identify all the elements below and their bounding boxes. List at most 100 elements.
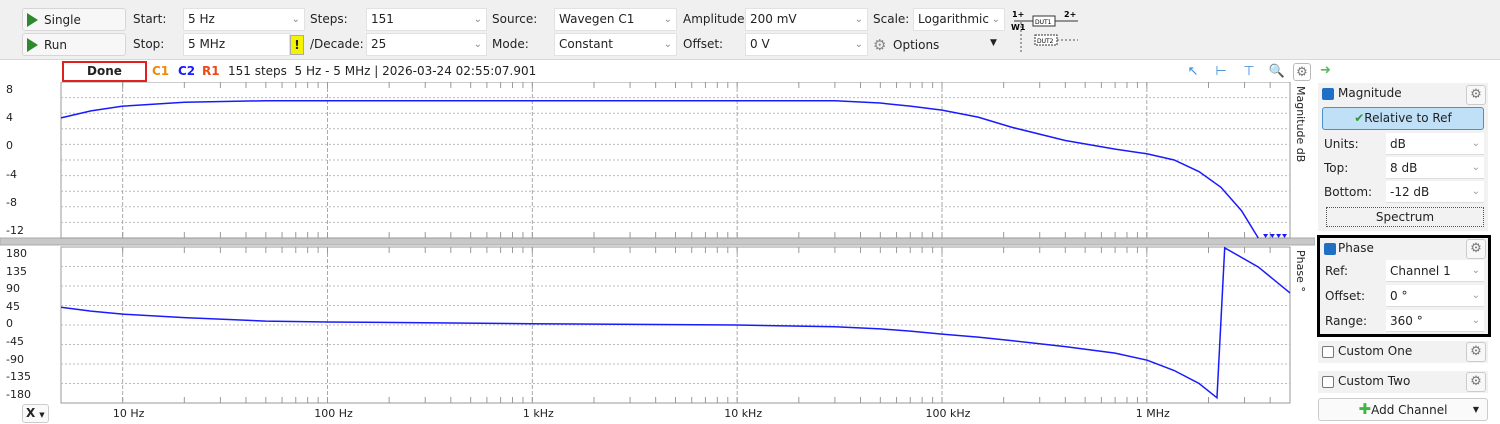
clip-marker bbox=[1269, 234, 1275, 238]
stop-value: 5 MHz bbox=[188, 37, 226, 51]
phase-tick-label: -45 bbox=[6, 335, 24, 348]
dropdown-arrow-icon: ▼ bbox=[990, 38, 997, 48]
scale-label: Scale: bbox=[873, 12, 910, 26]
offset-value: 0 V bbox=[750, 37, 770, 51]
start-field[interactable]: 5 Hz ⌄ bbox=[183, 8, 305, 31]
single-label: Single bbox=[44, 12, 81, 27]
magnitude-checkbox[interactable] bbox=[1322, 88, 1334, 100]
status-done: Done bbox=[62, 61, 147, 82]
custom-one-checkbox[interactable] bbox=[1322, 346, 1334, 358]
magnitude-section: Magnitude ⚙ ✔Relative to Ref Units: dB ⌄ … bbox=[1318, 83, 1488, 231]
source-label: Source: bbox=[492, 12, 538, 26]
options-button[interactable]: ⚙ Options ▼ bbox=[873, 34, 1003, 56]
scale-select[interactable]: Logarithmic ⌄ bbox=[913, 8, 1005, 31]
dut-diagram: 1+ W1 DUT1 2+ DUT2 bbox=[1011, 10, 1078, 53]
chevron-down-icon: ⌄ bbox=[473, 39, 482, 50]
vertical-cursor-icon[interactable]: ⊤ bbox=[1243, 64, 1255, 79]
offset-field[interactable]: 0 V ⌄ bbox=[745, 33, 868, 56]
arrow-right-icon[interactable]: ➜ bbox=[1320, 63, 1331, 78]
chevron-down-icon: ⌄ bbox=[854, 14, 863, 25]
status-bar: Done C1 C2 R1 151 steps 5 Hz - 5 MHz | 2… bbox=[0, 61, 1315, 82]
dropdown-arrow-icon: ▼ bbox=[1472, 405, 1479, 414]
chevron-down-icon: ⌄ bbox=[291, 14, 300, 25]
range-select[interactable]: 360 ° ⌄ bbox=[1386, 310, 1484, 332]
plus-icon: ✚ bbox=[1358, 400, 1372, 418]
amplitude-value: 200 mV bbox=[750, 12, 797, 26]
units-select[interactable]: dB ⌄ bbox=[1386, 133, 1484, 155]
magnitude-tick-label: 0 bbox=[6, 139, 13, 153]
amplitude-field[interactable]: 200 mV ⌄ bbox=[745, 8, 868, 31]
stop-field[interactable]: 5 MHz bbox=[183, 33, 290, 56]
steps-field[interactable]: 151 ⌄ bbox=[366, 8, 487, 31]
channel-c2-toggle[interactable]: C2 bbox=[178, 64, 196, 78]
bottom-select[interactable]: -12 dB ⌄ bbox=[1386, 181, 1484, 203]
custom-two-section: Custom Two ⚙ bbox=[1318, 371, 1488, 393]
x-tick-label: 100 kHz bbox=[925, 407, 971, 420]
ref-select[interactable]: Channel 1 ⌄ bbox=[1386, 260, 1484, 282]
mode-select[interactable]: Constant ⌄ bbox=[554, 33, 677, 56]
units-value: dB bbox=[1390, 137, 1406, 151]
steps-value: 151 bbox=[371, 12, 394, 26]
gear-icon: ⚙ bbox=[873, 36, 887, 54]
gear-icon[interactable]: ⚙ bbox=[1466, 239, 1486, 259]
top-select[interactable]: 8 dB ⌄ bbox=[1386, 157, 1484, 179]
status-info: 151 steps 5 Hz - 5 MHz | 2026-03-24 02:5… bbox=[228, 64, 537, 78]
gear-icon[interactable]: ⚙ bbox=[1466, 372, 1486, 392]
diagram-dut2-label: DUT2 bbox=[1037, 38, 1054, 45]
phase-tick-label: -90 bbox=[6, 352, 24, 366]
magnitude-title: Magnitude bbox=[1338, 86, 1402, 100]
phase-tick-label: 0 bbox=[6, 317, 13, 331]
magnitude-tick-label: -12 bbox=[6, 224, 24, 237]
range-value: 360 ° bbox=[1390, 314, 1423, 328]
bottom-value: -12 dB bbox=[1390, 185, 1430, 199]
phase-offset-select[interactable]: 0 ° ⌄ bbox=[1386, 285, 1484, 307]
diagram-out-label: 2+ bbox=[1064, 10, 1076, 19]
spectrum-button[interactable]: Spectrum bbox=[1326, 207, 1484, 227]
phase-checkbox[interactable] bbox=[1324, 243, 1336, 255]
source-select[interactable]: Wavegen C1 ⌄ bbox=[554, 8, 677, 31]
start-label: Start: bbox=[133, 12, 167, 26]
play-single-icon bbox=[27, 12, 38, 27]
run-label: Run bbox=[44, 37, 68, 52]
x-tick-label: 1 MHz bbox=[1135, 407, 1170, 420]
cursor-icon[interactable]: ↖ bbox=[1187, 64, 1199, 79]
horizontal-cursor-icon[interactable]: ⊢ bbox=[1215, 64, 1227, 79]
decade-field[interactable]: 25 ⌄ bbox=[366, 33, 487, 56]
magnitude-tick-label: 8 bbox=[6, 83, 13, 96]
relative-to-ref-button[interactable]: ✔Relative to Ref bbox=[1322, 107, 1484, 130]
chevron-down-icon: ⌄ bbox=[991, 14, 1000, 25]
channel-c1-toggle[interactable]: C1 bbox=[152, 64, 170, 78]
bode-plot[interactable] bbox=[0, 82, 1315, 424]
source-value: Wavegen C1 bbox=[559, 12, 635, 26]
add-channel-button[interactable]: ✚Add Channel ▼ bbox=[1318, 398, 1488, 421]
single-button[interactable]: Single bbox=[22, 8, 126, 31]
options-label: Options bbox=[893, 38, 940, 52]
chevron-down-icon: ⌄ bbox=[473, 14, 482, 25]
toolbar: Single Run Start: 5 Hz ⌄ Stop: 5 MHz ! St… bbox=[0, 0, 1500, 60]
custom-two-label: Custom Two bbox=[1338, 374, 1411, 388]
clip-marker bbox=[1276, 234, 1282, 238]
diagram-dut1-label: DUT1 bbox=[1035, 19, 1052, 26]
run-button[interactable]: Run bbox=[22, 33, 126, 56]
amplitude-label: Amplitude: bbox=[683, 12, 749, 26]
x-tick-label: 10 kHz bbox=[724, 407, 763, 420]
bottom-label: Bottom: bbox=[1324, 185, 1373, 199]
phase-tick-label: 135 bbox=[6, 264, 27, 278]
x-tick-label: 1 kHz bbox=[522, 407, 554, 420]
stop-label: Stop: bbox=[133, 37, 165, 51]
gear-icon[interactable]: ⚙ bbox=[1293, 63, 1311, 81]
custom-one-section: Custom One ⚙ bbox=[1318, 341, 1488, 363]
plot-area: 8 4 0 -4 -8 -12 180 135 90 45 0 -45 -90 -135 -180 10 H… bbox=[0, 82, 1315, 424]
gear-icon[interactable]: ⚙ bbox=[1466, 85, 1486, 105]
custom-two-checkbox[interactable] bbox=[1322, 376, 1334, 388]
x-axis-select[interactable]: X ▼ bbox=[22, 404, 49, 423]
gear-icon[interactable]: ⚙ bbox=[1466, 342, 1486, 362]
warning-icon[interactable]: ! bbox=[290, 35, 304, 55]
zoom-icon[interactable]: 🔍 bbox=[1268, 64, 1286, 79]
magnitude-trace bbox=[60, 99, 1259, 239]
phase-offset-value: 0 ° bbox=[1390, 289, 1408, 303]
play-icon bbox=[27, 37, 38, 52]
ref-value: Channel 1 bbox=[1390, 264, 1451, 278]
phase-tick-label: 180 bbox=[6, 247, 27, 260]
channel-r1-toggle[interactable]: R1 bbox=[202, 64, 220, 78]
